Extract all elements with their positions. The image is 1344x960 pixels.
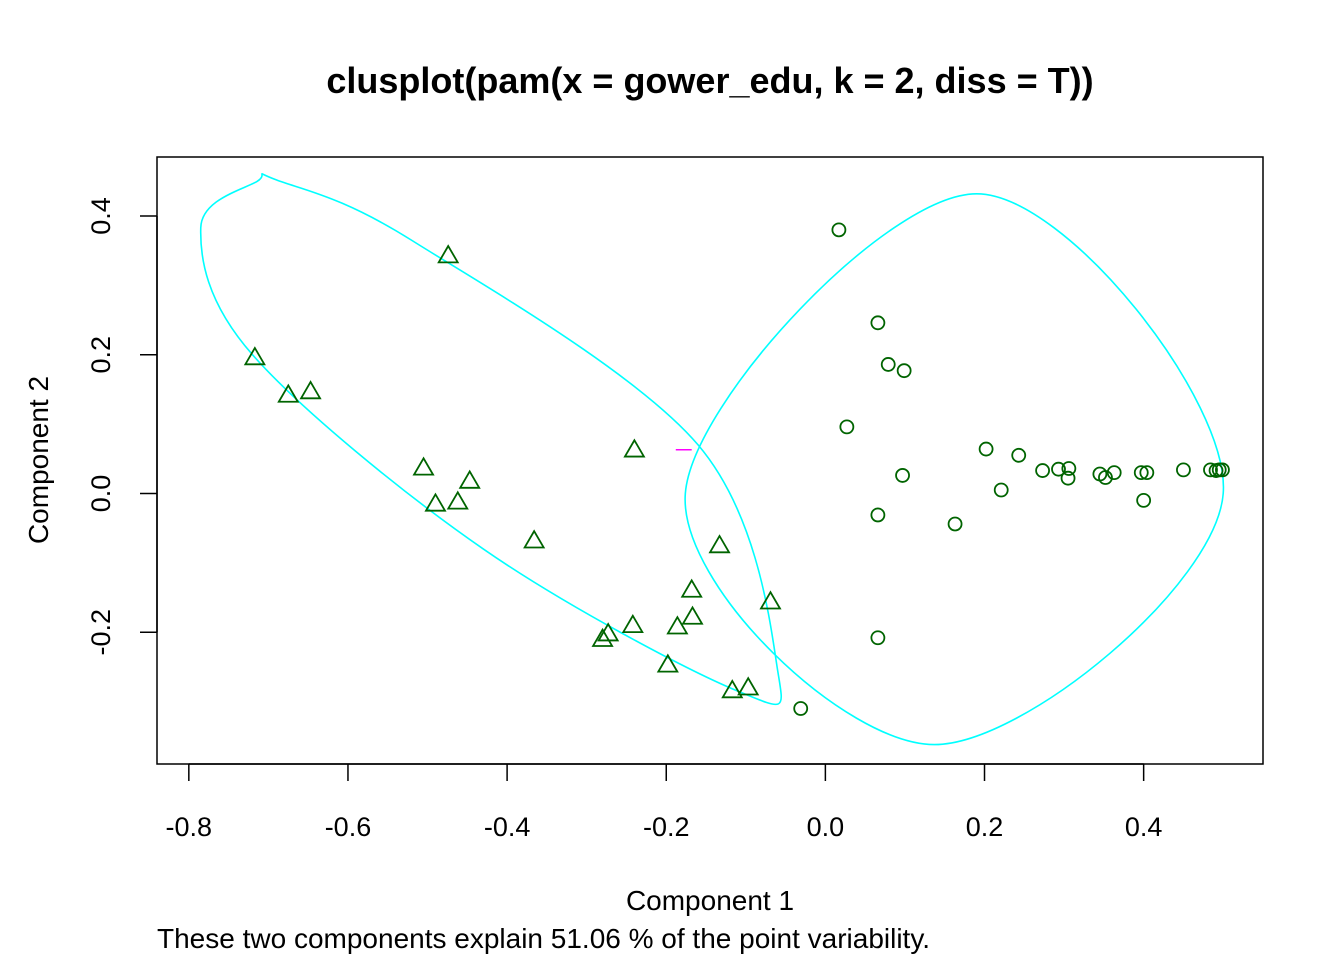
circle-point	[1051, 461, 1066, 477]
triangle-point	[424, 492, 447, 512]
circle-point	[793, 701, 809, 716]
triangle-point	[597, 622, 620, 642]
x-axis: -0.8 -0.6 -0.4 -0.2 0.0 0.2 0.4	[166, 763, 1163, 842]
y-tick-label: 0.2	[86, 336, 116, 374]
triangle-point	[446, 490, 469, 510]
circle-point	[831, 222, 847, 238]
triangle-point	[412, 456, 435, 476]
triangle-point	[721, 679, 744, 699]
triangle-point	[737, 676, 760, 696]
circle-point	[1136, 492, 1152, 508]
circle-point	[1011, 447, 1027, 463]
x-tick-label: 0.0	[807, 812, 845, 842]
triangle-point	[299, 380, 322, 400]
circle-point	[978, 441, 994, 457]
triangle-point	[458, 469, 481, 489]
circle-point	[870, 630, 886, 646]
cluster-ellipse-2	[684, 192, 1225, 746]
cluster-ellipse-1	[199, 173, 783, 706]
circle-point	[870, 507, 886, 523]
triangle-point	[523, 529, 546, 549]
x-tick-label: -0.4	[484, 812, 531, 842]
x-axis-label: Component 1	[626, 885, 794, 916]
x-tick-label: 0.4	[1125, 812, 1163, 842]
circle-point	[1060, 470, 1076, 486]
cluster-ellipses	[199, 173, 1225, 746]
circle-point	[947, 516, 963, 532]
triangle-point	[656, 653, 679, 673]
x-tick-label: -0.2	[643, 812, 690, 842]
circle-point	[880, 357, 896, 372]
triangle-point	[680, 578, 703, 598]
x-tick-label: 0.2	[966, 812, 1004, 842]
x-tick-label: -0.8	[166, 812, 213, 842]
variability-note: These two components explain 51.06 % of …	[157, 923, 930, 954]
y-tick-label: -0.2	[86, 609, 116, 656]
triangle-point	[681, 605, 704, 625]
y-axis: -0.2 0.0 0.2 0.4	[86, 197, 158, 656]
x-tick-label: -0.6	[325, 812, 372, 842]
triangle-point	[759, 590, 782, 610]
circle-point	[1133, 465, 1149, 481]
triangle-point	[621, 613, 644, 633]
y-tick-label: 0.4	[86, 197, 116, 235]
circle-point	[1106, 465, 1122, 481]
circle-point	[1139, 465, 1155, 481]
data-points	[243, 222, 1230, 716]
y-tick-label: 0.0	[86, 475, 116, 513]
circle-point	[1098, 470, 1113, 485]
circle-point	[896, 363, 912, 379]
y-axis-label: Component 2	[23, 376, 54, 544]
circle-point	[1061, 461, 1077, 476]
triangle-point	[623, 438, 646, 458]
circle-point	[839, 419, 855, 435]
triangle-point	[243, 346, 266, 366]
triangle-point	[666, 615, 689, 635]
circle-point	[1203, 462, 1218, 478]
chart-title: clusplot(pam(x = gower_edu, k = 2, diss …	[326, 60, 1093, 101]
triangle-point	[708, 534, 731, 554]
triangle-point	[437, 244, 460, 264]
triangle-point	[277, 383, 300, 403]
circle-point	[1176, 462, 1191, 478]
circle-point	[870, 315, 886, 331]
circle-point	[895, 468, 910, 483]
circle-point	[993, 482, 1009, 498]
circle-point	[1215, 462, 1230, 478]
triangle-point	[591, 627, 614, 647]
circle-point	[1035, 463, 1050, 478]
